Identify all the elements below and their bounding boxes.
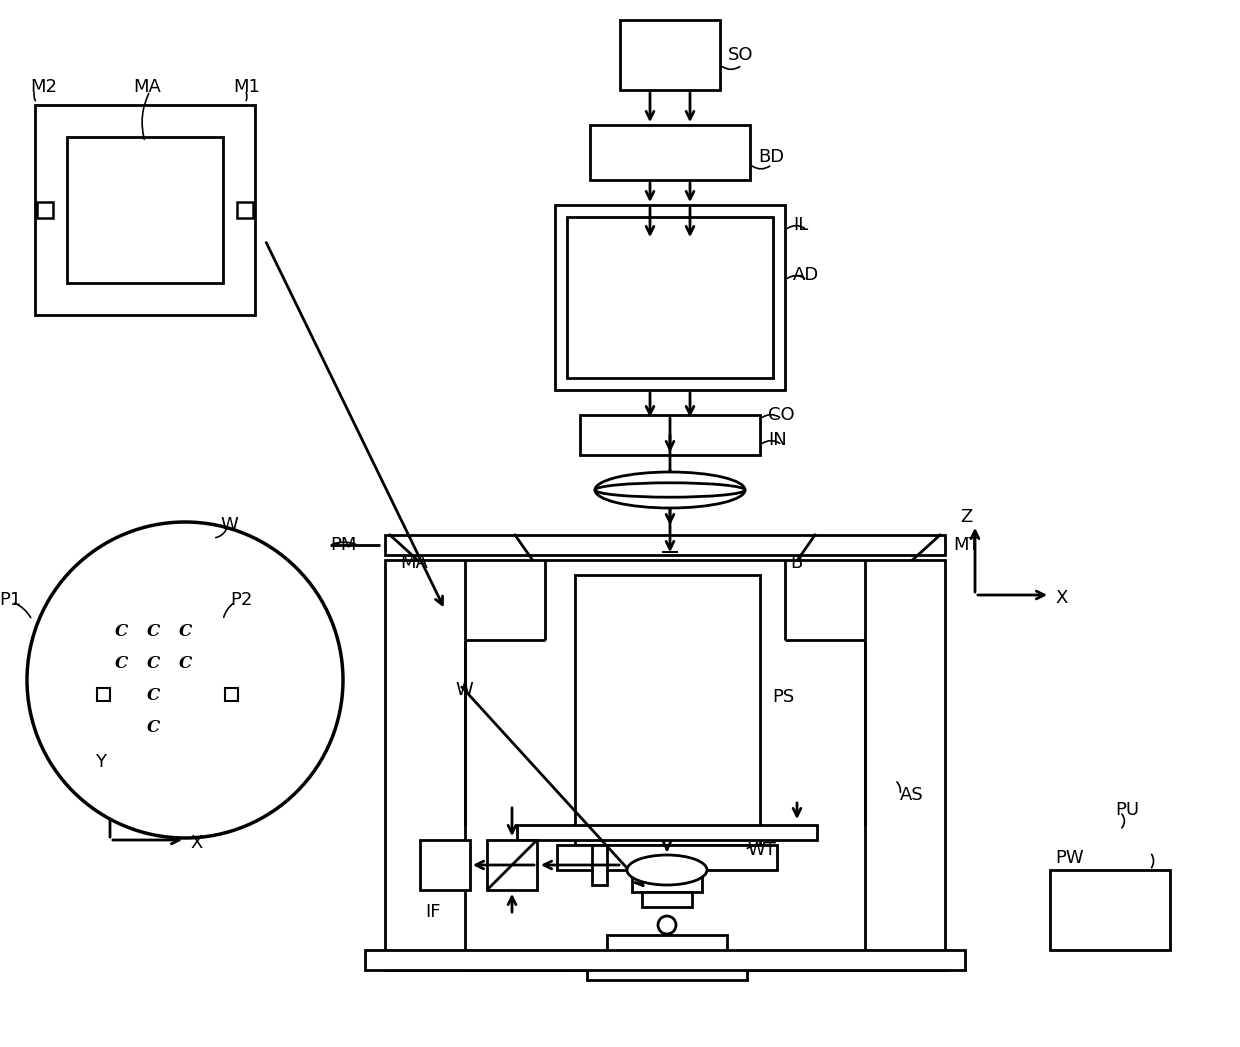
Bar — [35, 105, 255, 315]
Circle shape — [27, 522, 343, 838]
Text: C: C — [146, 688, 160, 705]
Text: PW: PW — [1055, 849, 1084, 867]
Bar — [1050, 870, 1171, 950]
Bar — [557, 845, 777, 870]
Text: IN: IN — [768, 431, 786, 449]
Ellipse shape — [627, 855, 707, 885]
Text: AS: AS — [900, 786, 924, 804]
Bar — [620, 20, 720, 90]
Bar — [487, 840, 537, 890]
Bar — [608, 935, 727, 960]
Text: MA: MA — [133, 77, 161, 96]
Text: M2: M2 — [30, 77, 57, 96]
Bar — [642, 892, 692, 907]
Text: X: X — [190, 834, 202, 852]
Text: CO: CO — [768, 406, 795, 424]
Bar — [517, 825, 817, 840]
Text: C: C — [179, 624, 192, 641]
Bar — [384, 560, 945, 970]
Text: W: W — [219, 516, 238, 534]
Text: IL: IL — [794, 216, 808, 233]
Bar — [567, 217, 773, 378]
Bar — [632, 870, 702, 892]
Bar — [37, 202, 53, 218]
Bar — [97, 688, 109, 700]
Bar — [67, 137, 223, 283]
Bar — [590, 125, 750, 180]
Ellipse shape — [595, 472, 745, 508]
Text: MT: MT — [954, 536, 980, 554]
Text: PS: PS — [773, 688, 795, 706]
Text: X: X — [1055, 589, 1068, 607]
Bar — [365, 950, 965, 970]
Bar — [556, 205, 785, 389]
Text: B: B — [790, 554, 802, 572]
Text: PU: PU — [1115, 801, 1140, 819]
Text: P2: P2 — [229, 591, 253, 609]
Text: IF: IF — [425, 903, 440, 921]
Text: AD: AD — [794, 266, 820, 284]
Text: C: C — [114, 655, 128, 672]
Text: W: W — [455, 681, 472, 699]
Text: Y: Y — [95, 753, 105, 771]
Bar — [575, 575, 760, 845]
Text: MA: MA — [401, 554, 428, 572]
Text: C: C — [146, 624, 160, 641]
Bar — [420, 840, 470, 890]
Text: C: C — [114, 624, 128, 641]
Text: C: C — [146, 719, 160, 736]
Text: BD: BD — [758, 149, 784, 166]
Bar — [384, 535, 945, 555]
Text: C: C — [179, 655, 192, 672]
Circle shape — [658, 916, 676, 934]
Text: Z: Z — [960, 508, 972, 526]
Bar — [237, 202, 253, 218]
Text: WT: WT — [746, 841, 776, 859]
Bar — [587, 960, 746, 980]
Bar — [591, 845, 608, 885]
Text: C: C — [146, 655, 160, 672]
Bar — [580, 415, 760, 455]
Text: PM: PM — [330, 536, 356, 554]
Text: P1: P1 — [0, 591, 21, 609]
Text: M1: M1 — [233, 77, 260, 96]
Bar — [224, 688, 238, 700]
Text: SO: SO — [728, 46, 754, 64]
